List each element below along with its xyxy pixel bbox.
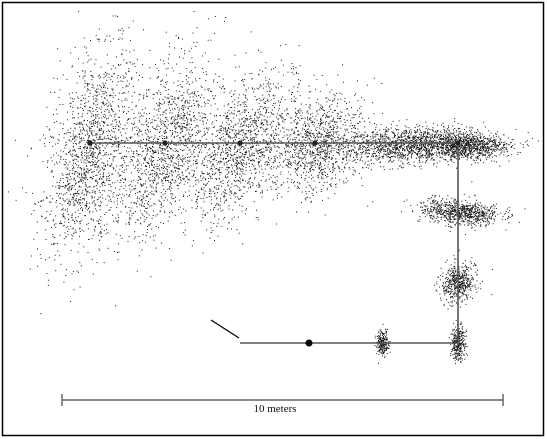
centroid-markers <box>87 140 461 347</box>
particle-cloud <box>390 123 539 170</box>
particle-clouds <box>7 10 539 365</box>
particle-cloud <box>161 31 343 261</box>
scale-bar <box>61 394 504 406</box>
scale-bar-label: 10 meters <box>253 403 297 415</box>
centroid-marker <box>87 140 93 146</box>
centroid-marker <box>455 140 461 146</box>
centroid-marker <box>237 140 243 146</box>
particle-cloud <box>7 10 169 315</box>
release-path <box>88 142 459 344</box>
arrow-icon <box>210 319 240 339</box>
centroid-marker <box>305 339 313 347</box>
centroid-marker <box>312 140 318 146</box>
centroid-marker <box>162 140 168 146</box>
particle-cloud <box>71 11 251 307</box>
